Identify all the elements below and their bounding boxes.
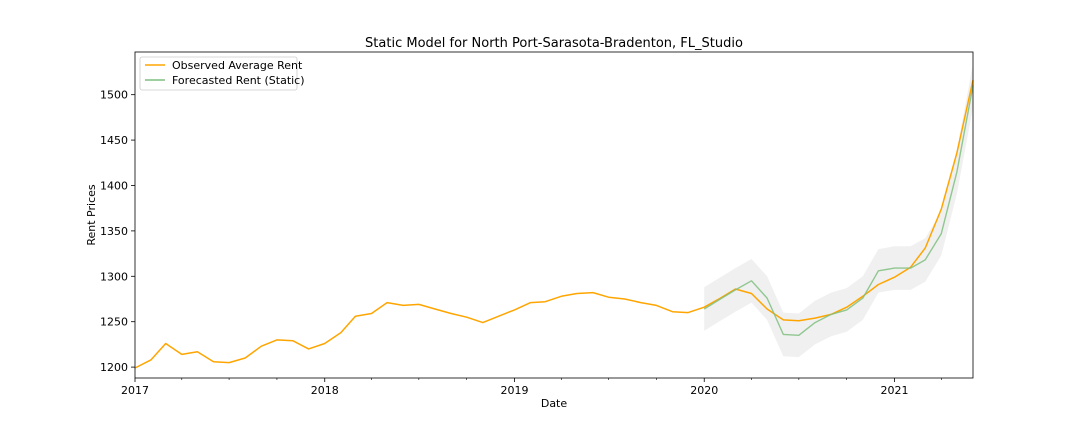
x-tick-label: 2019 (500, 384, 528, 397)
y-tick-label: 1250 (100, 316, 128, 329)
x-tick-label: 2017 (121, 384, 149, 397)
y-axis-label: Rent Prices (85, 184, 98, 246)
x-axis: 2017 2018 2019 2020 2021 (121, 378, 942, 397)
plot-frame (134, 51, 974, 379)
series-lines-layer (134, 80, 974, 369)
forecast-confidence-band (704, 63, 973, 358)
x-axis-label: Date (541, 397, 568, 410)
y-tick-label: 1200 (100, 361, 128, 374)
y-tick-label: 1350 (100, 225, 128, 238)
y-tick-label: 1400 (100, 179, 128, 192)
legend: Observed Average Rent Forecasted Rent (S… (139, 56, 305, 91)
series-line-forecast (703, 85, 974, 336)
legend-label-observed: Observed Average Rent (172, 59, 303, 72)
chart-title: Static Model for North Port-Sarasota-Bra… (365, 36, 743, 51)
y-axis: 1200 1250 1300 1350 1400 1450 1500 (100, 89, 135, 374)
y-tick-label: 1450 (100, 134, 128, 147)
confidence-band-layer (704, 63, 973, 358)
legend-label-forecast: Forecasted Rent (Static) (172, 74, 305, 87)
x-tick-label: 2018 (311, 384, 339, 397)
x-tick-label: 2021 (881, 384, 909, 397)
x-tick-label: 2020 (690, 384, 718, 397)
y-tick-label: 1500 (100, 89, 128, 102)
legend-frame (139, 56, 298, 91)
y-tick-label: 1300 (100, 270, 128, 283)
